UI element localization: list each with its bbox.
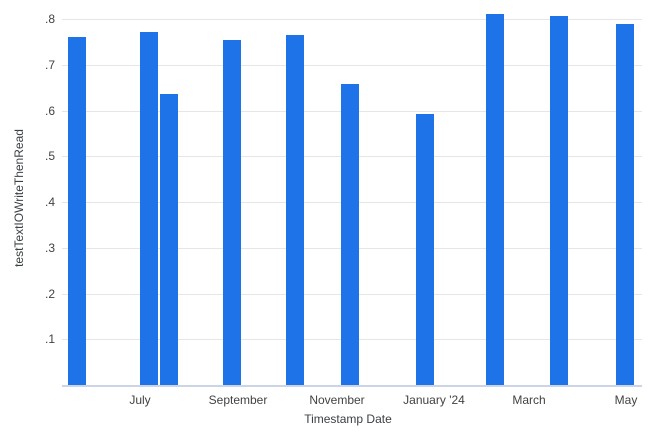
bar[interactable] bbox=[416, 114, 434, 385]
x-tick-label: January '24 bbox=[403, 393, 465, 407]
bar[interactable] bbox=[68, 37, 86, 385]
bar[interactable] bbox=[285, 34, 304, 385]
x-tick-label: July bbox=[129, 393, 151, 407]
bar[interactable] bbox=[341, 84, 359, 385]
bar[interactable] bbox=[615, 24, 634, 385]
y-tick-label: .5 bbox=[44, 149, 55, 163]
x-tick-label: November bbox=[309, 393, 365, 407]
y-tick-label: .8 bbox=[44, 12, 55, 26]
bar[interactable] bbox=[139, 32, 158, 385]
x-axis-title: Timestamp Date bbox=[304, 412, 392, 426]
bar[interactable] bbox=[222, 40, 241, 385]
bar[interactable] bbox=[550, 16, 568, 385]
x-tick-label: May bbox=[614, 393, 638, 407]
bar[interactable] bbox=[159, 94, 178, 385]
y-tick-label: .6 bbox=[44, 104, 55, 118]
x-tick-label: September bbox=[208, 393, 268, 407]
y-tick-label: .2 bbox=[44, 287, 55, 301]
y-tick-label: .7 bbox=[44, 58, 55, 72]
y-tick-label: .3 bbox=[44, 241, 55, 255]
y-axis-title: testTextIOWriteThenRead bbox=[12, 129, 26, 267]
x-axis-baseline bbox=[62, 385, 642, 387]
bar[interactable] bbox=[486, 14, 504, 385]
y-tick-label: .1 bbox=[44, 332, 55, 346]
x-tick-label: March bbox=[512, 393, 546, 407]
y-tick-label: .4 bbox=[44, 195, 55, 209]
